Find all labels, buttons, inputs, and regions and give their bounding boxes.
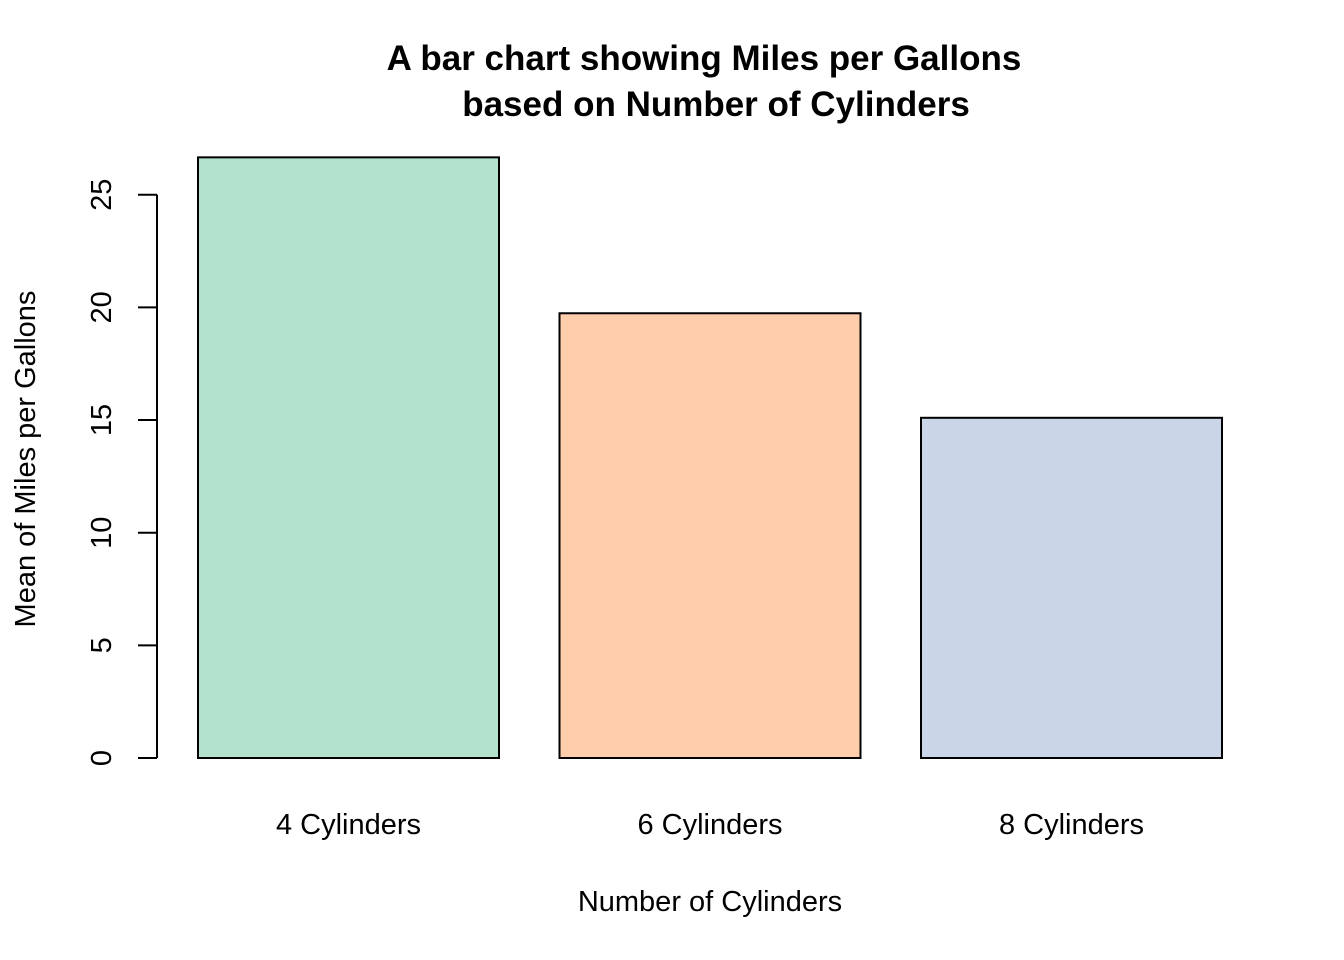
y-tick-label-2: 5 [86,637,118,653]
x-tick-labels-group: 4 Cylinders 6 Cylinders 8 Cylinders [276,809,1144,841]
bar-2 [558,312,862,759]
y-ticks-group: 0 5 10 15 20 25 [86,179,157,766]
chart-title-line-2: based on Number of Cylinders [462,85,970,124]
y-tick-label-1: 0 [86,750,118,766]
x-tick-label-1: 4 Cylinders [276,809,421,841]
x-tick-label-2: 6 Cylinders [637,809,782,841]
bar-1 [197,156,500,759]
y-tick-label-6: 25 [86,179,118,211]
x-axis-title: Number of Cylinders [578,886,842,918]
x-tick-label-3: 8 Cylinders [999,809,1144,841]
y-tick-label-4: 15 [86,404,118,436]
chart-title-line-1: A bar chart showing Miles per Gallons [387,39,1022,78]
y-tick-label-5: 20 [86,291,118,323]
y-tick-label-3: 10 [86,517,118,549]
bars-group [197,156,1223,759]
bar-3 [920,416,1223,759]
y-axis-title: Mean of Miles per Gallons [10,291,42,628]
